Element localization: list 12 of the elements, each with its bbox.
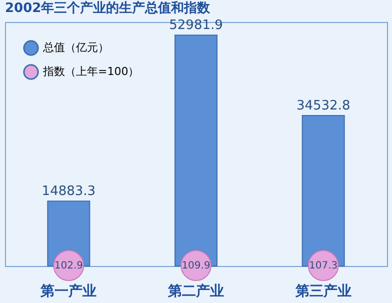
- data-label: 34532.8: [296, 98, 350, 114]
- legend-label: 总值（亿元）: [42, 41, 109, 54]
- legend-label: 指数（上年=100）: [42, 65, 140, 78]
- data-label: 14883.3: [42, 184, 96, 200]
- x-tick-label: 第一产业: [40, 282, 97, 300]
- data-label: 109.9: [182, 260, 210, 272]
- chart-title: 2002年三个产业的生产总值和指数: [5, 0, 212, 16]
- data-label: 102.9: [54, 260, 83, 272]
- x-tick-label: 第三产业: [294, 282, 352, 300]
- data-label: 52981.9: [169, 18, 223, 34]
- data-label: 107.3: [309, 260, 338, 272]
- x-tick-label: 第二产业: [167, 282, 224, 300]
